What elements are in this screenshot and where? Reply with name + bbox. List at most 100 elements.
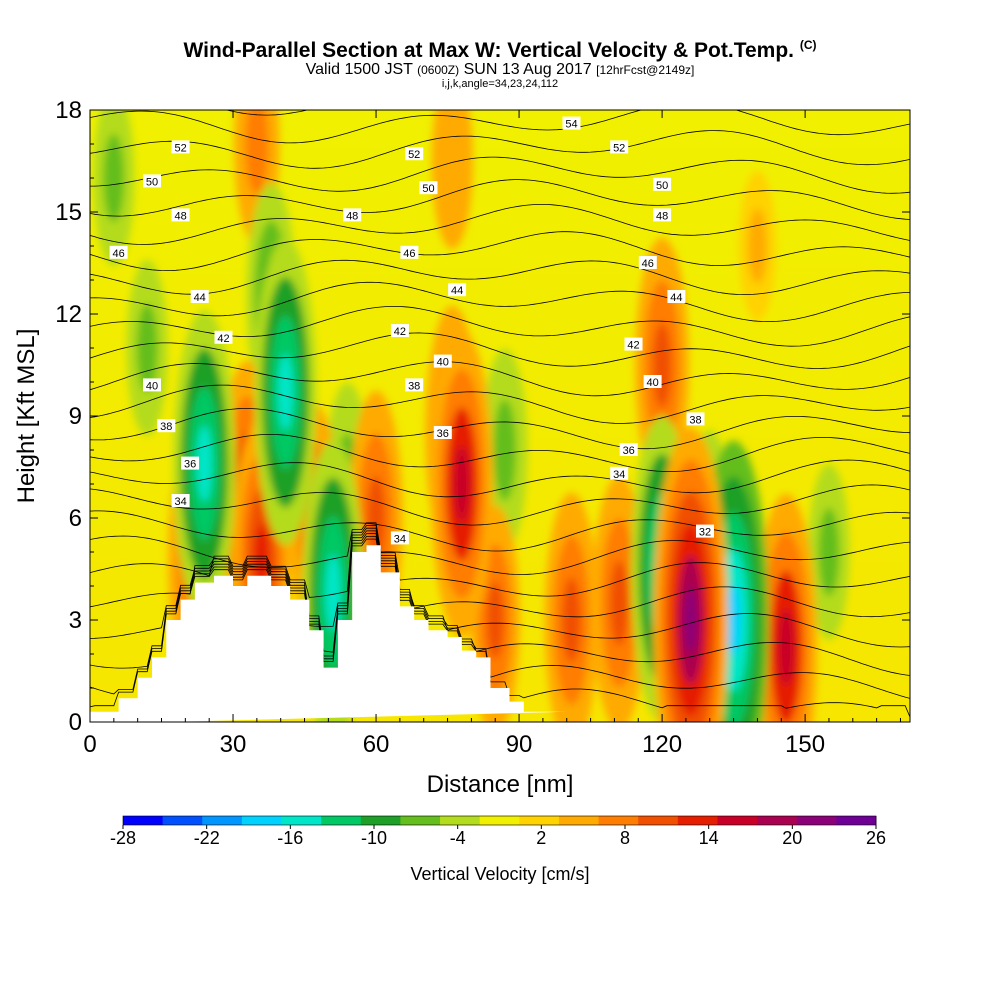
chart-title-text: Wind-Parallel Section at Max W: Vertical… <box>183 39 794 62</box>
w-feature-3 <box>136 303 158 393</box>
contour-label-54: 54 <box>562 116 581 131</box>
x-tick-label: 90 <box>506 731 533 758</box>
w-feature-8 <box>493 399 517 501</box>
y-tick-label: 6 <box>69 505 82 532</box>
x-tick-label: 0 <box>83 731 96 758</box>
contour-label-50: 50 <box>143 174 161 188</box>
contour-label-42: 42 <box>214 330 233 345</box>
chart-subtitle: Valid 1500 JST (0600Z) SUN 13 Aug 2017 [… <box>0 61 1000 79</box>
contour-label-text: 52 <box>613 142 625 154</box>
plot-area: 54 52 52 52 50 50 50 48 48 48 46 46 46 44 44 44 42 42 42 40… <box>90 110 910 722</box>
theta-contour-36 <box>90 525 910 598</box>
contour-label-52: 52 <box>171 140 190 154</box>
colorbar-tick-label: -16 <box>277 828 303 848</box>
colorbar-tick-label: -4 <box>450 828 466 848</box>
theta-contour-41 <box>90 434 910 472</box>
contour-label-44: 44 <box>190 290 209 304</box>
w-feature-21 <box>196 425 213 502</box>
theta-contour-37 <box>90 522 910 575</box>
contour-label-34: 34 <box>171 494 190 508</box>
x-tick-label: 30 <box>220 731 247 758</box>
theta-contour-39 <box>90 484 910 526</box>
w-feature-18 <box>653 322 672 408</box>
contour-label-text: 36 <box>437 428 449 440</box>
colorbar-swatch <box>479 816 520 825</box>
theta-contour-52 <box>90 156 910 194</box>
y-tick-label: 18 <box>55 97 82 124</box>
w-feature-16 <box>562 577 581 663</box>
theta-contour-33 <box>90 533 910 676</box>
colorbar-swatch <box>241 816 283 825</box>
w-feature-4 <box>818 507 840 597</box>
colorbar-tick-label: -10 <box>361 828 387 848</box>
colorbar-swatch <box>558 816 600 825</box>
chart-title: Wind-Parallel Section at Max W: Vertical… <box>0 38 1000 63</box>
contour-label-46: 46 <box>109 245 128 260</box>
x-tick-label: 60 <box>363 731 390 758</box>
colorbar-tick-label: 8 <box>620 828 630 848</box>
contour-label-text: 48 <box>656 210 668 222</box>
colorbar-swatch <box>519 816 560 825</box>
contour-label-text: 40 <box>146 380 158 392</box>
theta-contour-42 <box>90 408 910 450</box>
x-tick-label: 150 <box>785 731 825 758</box>
contour-label-text: 36 <box>184 459 196 471</box>
theta-contours <box>90 110 910 718</box>
utc-time: (0600Z) <box>417 63 460 77</box>
colorbar-label: Vertical Velocity [cm/s] <box>410 864 589 884</box>
contour-label-text: 48 <box>346 210 358 222</box>
colorbar-swatch <box>162 816 203 825</box>
colorbar-swatch <box>598 816 639 825</box>
w-feature-22 <box>277 353 294 431</box>
colorbar-swatch <box>281 816 322 825</box>
theta-contour-54 <box>90 110 910 144</box>
contour-label-text: 38 <box>160 421 172 433</box>
theta-contour-38 <box>90 510 910 552</box>
y-tick-label: 12 <box>55 301 82 328</box>
colorbar-tick-label: 26 <box>866 828 886 848</box>
w-feature-5 <box>103 133 125 223</box>
w-feature-6 <box>442 116 463 206</box>
contour-label-40: 40 <box>143 378 161 392</box>
colorbar-swatch <box>400 816 441 825</box>
colorbar-swatch <box>717 816 758 825</box>
y-tick-label: 3 <box>69 607 82 634</box>
contour-label-text: 40 <box>646 377 658 389</box>
contour-label-text: 32 <box>699 527 711 539</box>
contour-label-42: 42 <box>624 337 643 352</box>
contour-label-48: 48 <box>343 208 362 222</box>
w-feature-23 <box>325 554 341 632</box>
contour-label-52: 52 <box>610 140 629 154</box>
contour-label-40: 40 <box>643 375 662 389</box>
w-feature-9 <box>245 110 269 195</box>
contour-label-text: 34 <box>613 469 625 481</box>
contour-label-50: 50 <box>419 181 438 195</box>
contour-label-38: 38 <box>686 412 705 426</box>
contour-label-50: 50 <box>653 177 672 192</box>
valid-date: SUN 13 Aug 2017 <box>463 61 592 78</box>
contour-label-text: 40 <box>437 357 449 369</box>
colorbar-swatch <box>796 816 837 825</box>
contour-label-text: 42 <box>627 340 639 352</box>
colorbar-frame <box>122 815 877 826</box>
y-tick-label: 9 <box>69 403 82 430</box>
theta-contour-48 <box>90 259 910 295</box>
x-tick-label: 120 <box>642 731 682 758</box>
copyright-mark: (C) <box>799 38 817 52</box>
colorbar-swatch <box>638 816 679 825</box>
contour-label-34: 34 <box>610 466 629 481</box>
y-tick-label: 0 <box>69 709 82 736</box>
colorbar-tick-label: -28 <box>110 828 136 848</box>
theta-contour-35 <box>90 527 910 627</box>
contour-label-text: 52 <box>408 149 420 161</box>
contour-label-text: 50 <box>422 183 434 195</box>
contour-label-text: 34 <box>394 533 406 545</box>
forecast-info: [12hrFcst@2149z] <box>596 63 695 77</box>
section-indices: i,j,k,angle=34,23,24,112 <box>441 78 559 90</box>
colorbar-swatch <box>440 816 481 825</box>
theta-contour-45 <box>90 332 910 369</box>
colorbar-tick-label: 20 <box>782 828 802 848</box>
contour-label-44: 44 <box>448 283 467 297</box>
